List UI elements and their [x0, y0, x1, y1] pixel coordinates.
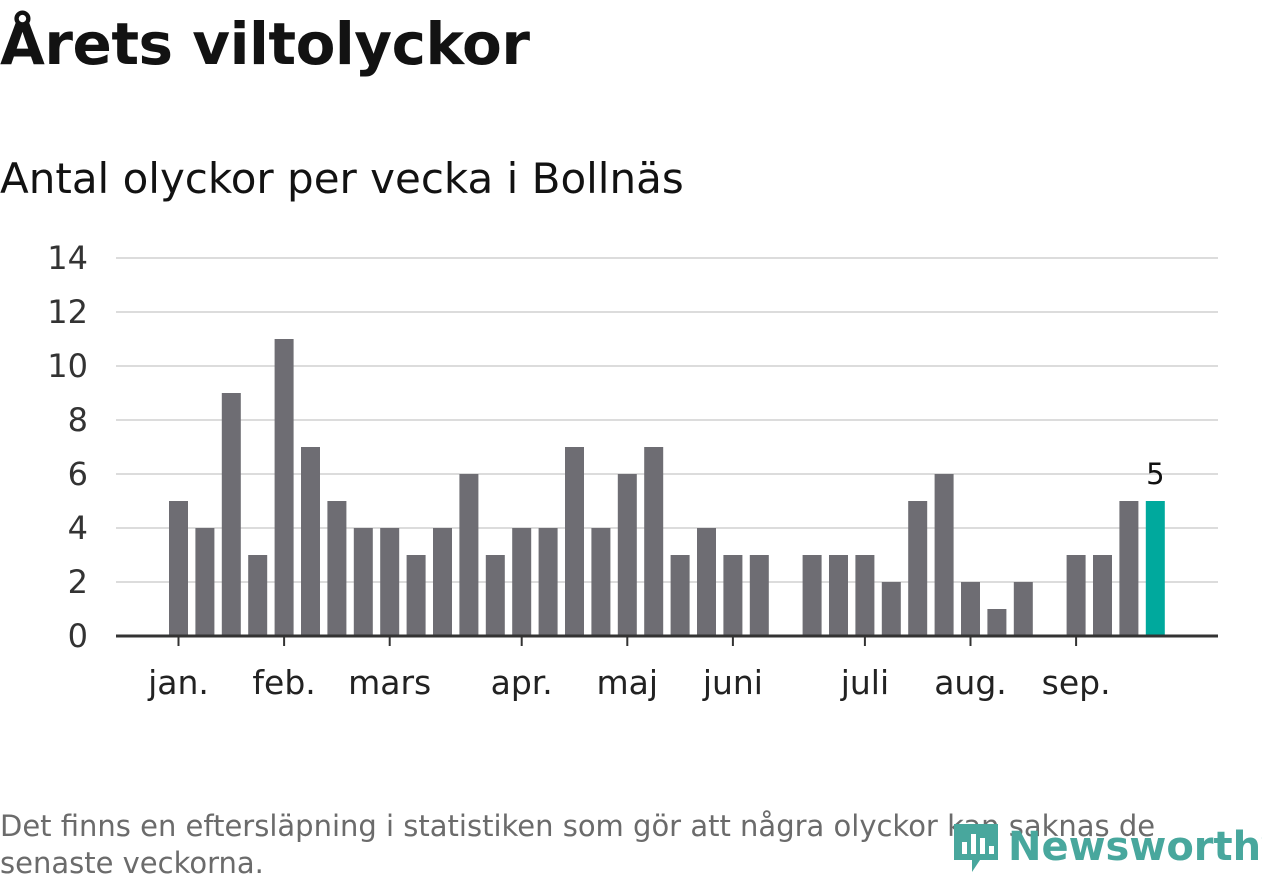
data-labels: 5: [1146, 457, 1164, 491]
y-tick-label: 0: [68, 617, 88, 655]
bar-latest-week: [1145, 501, 1165, 636]
x-tick-label: jan.: [147, 663, 209, 702]
bar: [274, 339, 294, 636]
bar: [908, 501, 928, 636]
bar: [802, 555, 822, 636]
bar: [538, 528, 558, 636]
bar: [1119, 501, 1139, 636]
y-tick-label: 10: [47, 347, 88, 385]
x-tick-label: mars: [348, 663, 431, 702]
bar: [1066, 555, 1086, 636]
bar: [565, 447, 584, 636]
bar: [855, 555, 875, 636]
bar: [617, 474, 637, 636]
bar: [697, 528, 716, 636]
x-axis-ticks: jan. feb. mars apr. maj juni juli aug. sep.: [147, 636, 1111, 702]
x-tick-label: aug.: [934, 663, 1007, 702]
bar: [644, 447, 664, 636]
bar: [248, 555, 268, 636]
y-tick-label: 14: [47, 239, 88, 277]
bar: [433, 528, 452, 636]
x-tick-label: maj: [597, 663, 659, 702]
chart-title: Årets viltolyckor: [0, 10, 530, 78]
bar: [485, 555, 505, 636]
bar: [459, 474, 479, 636]
y-tick-label: 6: [68, 455, 88, 493]
x-tick-label: feb.: [252, 663, 315, 702]
latest-value-label: 5: [1146, 457, 1164, 491]
x-tick-label: juni: [702, 663, 763, 702]
chart-subtitle: Antal olyckor per vecka i Bollnäs: [0, 154, 684, 203]
bar: [301, 447, 320, 636]
bar: [221, 393, 241, 636]
y-tick-label: 2: [68, 563, 88, 601]
bar: [353, 528, 373, 636]
y-tick-label: 12: [47, 293, 88, 331]
bar: [1013, 582, 1033, 636]
bar: [749, 555, 769, 636]
newsworthy-logo-icon: [954, 824, 998, 872]
y-axis-ticks: 0 2 4 6 8 10 12 14: [47, 239, 88, 655]
bar: [169, 501, 188, 636]
y-tick-label: 4: [68, 509, 88, 547]
bar: [327, 501, 347, 636]
bar: [591, 528, 611, 636]
brand-logo: Newsworthy: [950, 818, 1262, 876]
bar: [380, 528, 400, 636]
bar: [1093, 555, 1112, 636]
y-tick-label: 8: [68, 401, 88, 439]
bar: [881, 582, 901, 636]
bar: [406, 555, 426, 636]
x-tick-label: juli: [840, 663, 889, 702]
gridlines: [116, 257, 1218, 583]
bar: [829, 555, 848, 636]
bar: [670, 555, 690, 636]
bar: [987, 609, 1007, 636]
x-tick-label: apr.: [491, 663, 553, 702]
bar: [723, 555, 743, 636]
bar: [195, 528, 215, 636]
x-tick-label: sep.: [1042, 663, 1111, 702]
bar: [934, 474, 954, 636]
brand-name: Newsworthy: [1008, 824, 1262, 870]
bars: [169, 339, 1165, 636]
bar: [961, 582, 980, 636]
bar: [512, 528, 532, 636]
